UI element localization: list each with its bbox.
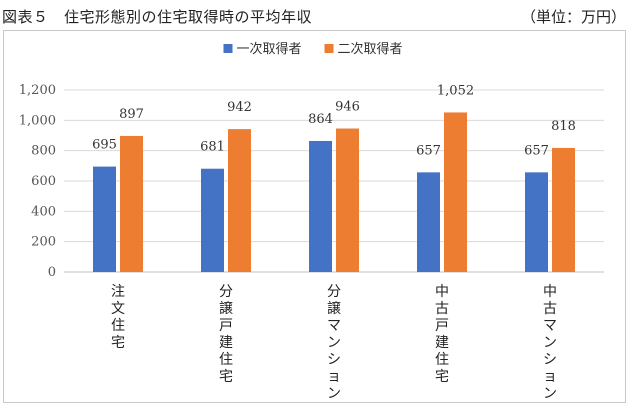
category-glyph: 宅 — [435, 369, 449, 385]
figure-title: 図表５ 住宅形態別の住宅取得時の平均年収 — [2, 8, 313, 26]
unit-label: （単位：万円） — [520, 8, 626, 26]
category-glyph: 分 — [327, 284, 341, 300]
category-label: 中古戸建住宅 — [435, 284, 449, 385]
legend-label: 二次取得者 — [338, 41, 403, 57]
bar-second-time — [444, 112, 467, 273]
category-glyph: 建 — [219, 335, 233, 351]
category-glyph: 古 — [435, 301, 449, 317]
category-glyph: 宅 — [219, 369, 233, 385]
category-glyph: 宅 — [111, 335, 125, 351]
y-tick-label: 800 — [31, 144, 56, 159]
data-label: 946 — [335, 100, 360, 115]
bar-second-time — [552, 147, 575, 272]
data-label: 818 — [551, 119, 576, 134]
legend-label: 一次取得者 — [237, 41, 302, 57]
data-label: 942 — [227, 100, 252, 115]
bar-second-time — [120, 135, 143, 272]
bar-first-time — [417, 172, 440, 272]
legend-swatch — [324, 44, 334, 53]
category-glyph: 分 — [219, 284, 233, 300]
bar-second-time — [336, 128, 359, 272]
category-glyph: 住 — [111, 318, 125, 334]
bar-chart: 0 200 400 600 800 1,000 1,200 695 681 864 657 657 89… — [19, 41, 604, 402]
y-tick-label: 600 — [31, 174, 56, 189]
data-label: 864 — [308, 112, 333, 127]
category-glyph: 譲 — [219, 301, 233, 317]
y-tick-label: 1,000 — [19, 113, 56, 128]
y-tick-label: 0 — [48, 265, 56, 280]
bar-first-time — [93, 166, 116, 272]
data-label: 897 — [119, 107, 144, 122]
bar-second-time — [228, 129, 251, 272]
category-glyph: 戸 — [435, 318, 449, 334]
figure-header: 図表５ 住宅形態別の住宅取得時の平均年収 （単位：万円） — [0, 0, 630, 30]
data-label: 695 — [92, 138, 117, 153]
category-glyph: ン — [543, 335, 557, 351]
category-glyph: 中 — [435, 284, 449, 300]
data-label: 657 — [416, 143, 441, 158]
category-glyph: 譲 — [327, 301, 341, 317]
chart-frame: 0 200 400 600 800 1,000 1,200 695 681 864 657 657 89… — [3, 30, 626, 403]
category-glyph: シ — [543, 352, 557, 368]
category-glyph: ョ — [327, 369, 341, 385]
data-label: 657 — [524, 143, 549, 158]
category-glyph: 中 — [543, 284, 557, 300]
category-label: 分譲マンション — [327, 284, 341, 402]
category-glyph: 戸 — [219, 318, 233, 334]
bar-first-time — [525, 172, 548, 272]
category-glyph: 文 — [111, 301, 125, 317]
category-glyph: 住 — [435, 352, 449, 368]
y-tick-label: 400 — [31, 204, 56, 219]
category-glyph: シ — [327, 352, 341, 368]
category-glyph: ン — [543, 386, 557, 402]
category-glyph: ン — [327, 335, 341, 351]
category-glyph: マ — [327, 318, 341, 334]
y-tick-label: 200 — [31, 235, 56, 250]
category-label: 分譲戸建住宅 — [219, 284, 233, 385]
category-glyph: ョ — [543, 369, 557, 385]
legend-swatch — [223, 44, 233, 53]
bar-first-time — [309, 140, 332, 272]
category-label: 中古マンション — [543, 284, 557, 402]
category-glyph: マ — [543, 318, 557, 334]
category-glyph: 古 — [543, 301, 557, 317]
category-glyph: 注 — [111, 284, 125, 300]
y-tick-label: 1,200 — [19, 83, 56, 98]
data-label: 1,052 — [437, 83, 474, 98]
bar-first-time — [201, 168, 224, 272]
category-glyph: ン — [327, 386, 341, 402]
data-label: 681 — [200, 140, 225, 155]
category-glyph: 建 — [435, 335, 449, 351]
category-label: 注文住宅 — [111, 284, 125, 351]
category-glyph: 住 — [219, 352, 233, 368]
